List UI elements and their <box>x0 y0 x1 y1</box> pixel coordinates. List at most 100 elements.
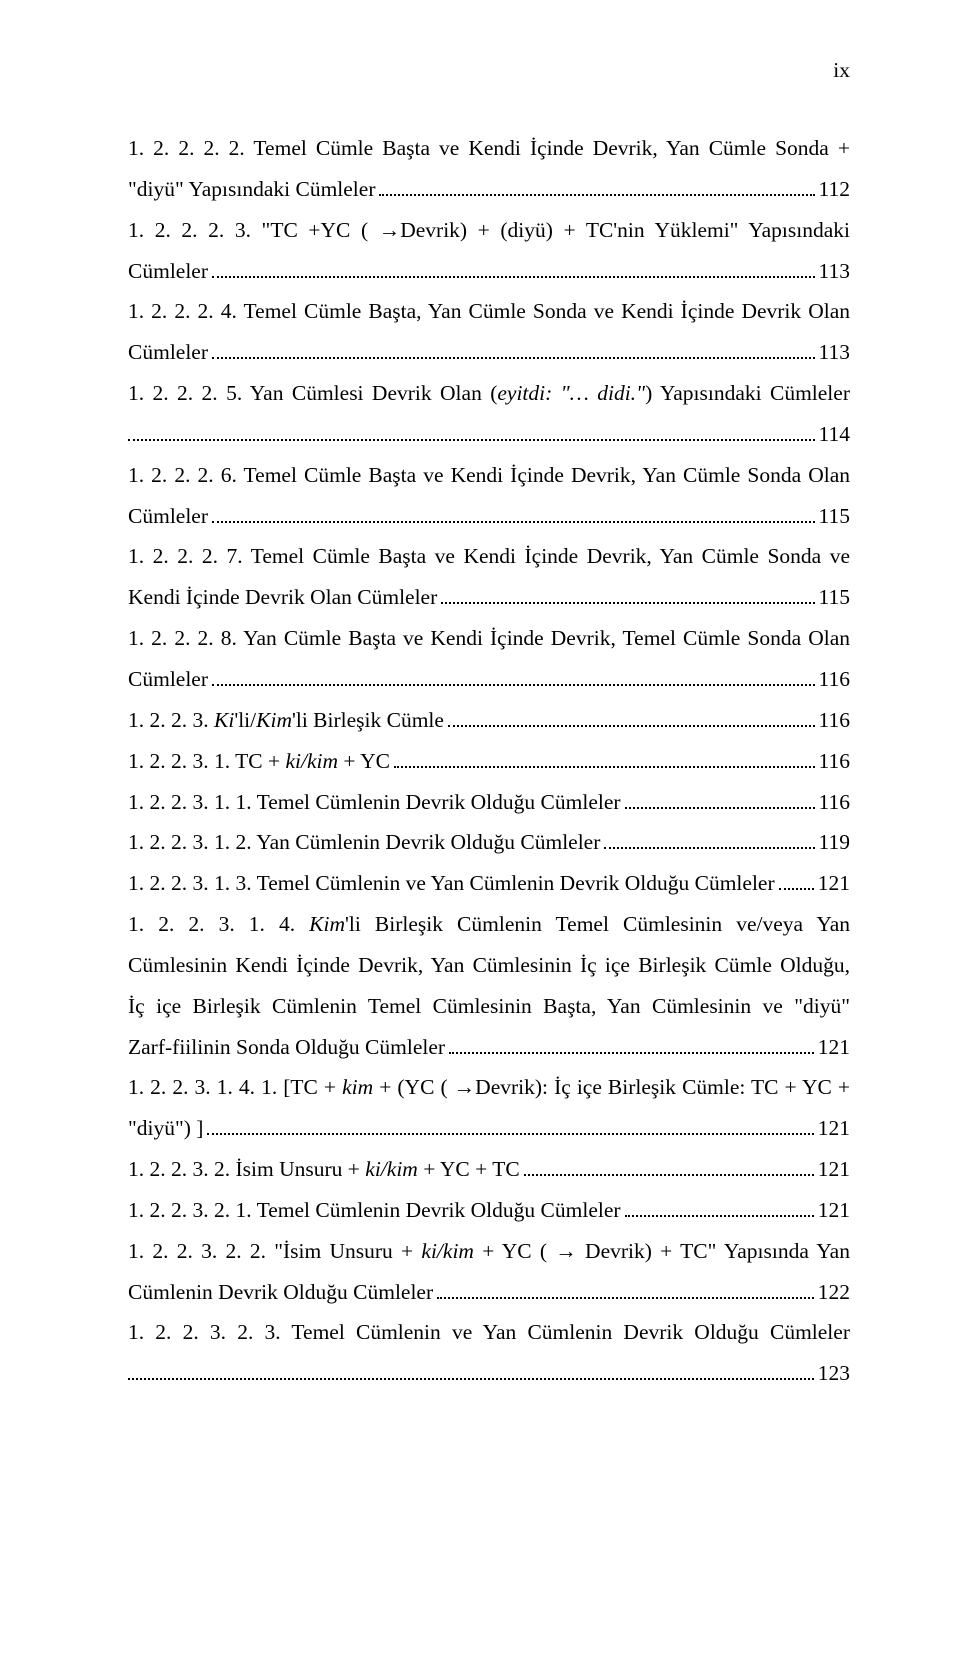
toc-entry: 1. 2. 2. 3. 2. 3. Temel Cümlenin ve Yan … <box>128 1312 850 1394</box>
leader-dots <box>625 787 815 808</box>
toc-content: 1. 2. 2. 2. 2. Temel Cümle Başta ve Kend… <box>128 128 850 1394</box>
toc-entry: 1. 2. 2. 3. 1. 1. Temel Cümlenin Devrik … <box>128 782 850 823</box>
leader-dots <box>128 1359 814 1380</box>
toc-page-number: 116 <box>819 741 850 782</box>
toc-entry-line: 1. 2. 2. 3. 1. 4. 1. [TC + kim + (YC ( →… <box>128 1067 850 1108</box>
toc-entry-line: 1. 2. 2. 2. 2. Temel Cümle Başta ve Kend… <box>128 128 850 169</box>
toc-entry-last-line: 1. 2. 2. 3. 1. TC + ki/kim + YC 116 <box>128 741 850 782</box>
toc-entry-line: 1. 2. 2. 2. 5. Yan Cümlesi Devrik Olan (… <box>128 373 850 414</box>
leader-dots <box>379 175 814 196</box>
toc-entry-last-line: 1. 2. 2. 3. 1. 1. Temel Cümlenin Devrik … <box>128 782 850 823</box>
toc-page-number: 116 <box>819 659 850 700</box>
toc-entry: 1. 2. 2. 2. 7. Temel Cümle Başta ve Kend… <box>128 536 850 618</box>
toc-entry: 1. 2. 2. 2. 8. Yan Cümle Başta ve Kendi … <box>128 618 850 700</box>
toc-entry-line: 1. 2. 2. 3. 1. 4. Kim'li Birleşik Cümlen… <box>128 904 850 945</box>
toc-entry-text: 1. 2. 2. 3. 1. 1. Temel Cümlenin Devrik … <box>128 782 621 823</box>
toc-entry-last-line: Cümleler 116 <box>128 659 850 700</box>
toc-page-number: 115 <box>819 577 850 618</box>
toc-entry: 1. 2. 2. 3. Ki'li/Kim'li Birleşik Cümle 1… <box>128 700 850 741</box>
toc-entry-text: Kendi İçinde Devrik Olan Cümleler <box>128 577 437 618</box>
toc-entry-text: Cümleler <box>128 496 208 537</box>
leader-dots <box>212 665 815 686</box>
toc-entry-last-line: Cümlenin Devrik Olduğu Cümleler 122 <box>128 1272 850 1313</box>
leader-dots <box>448 705 815 726</box>
toc-entry-text: 1. 2. 2. 3. 1. 2. Yan Cümlenin Devrik Ol… <box>128 822 600 863</box>
leader-dots <box>449 1032 814 1053</box>
leader-dots <box>441 583 814 604</box>
toc-page-number: 113 <box>819 251 850 292</box>
toc-entry-text: 1. 2. 2. 3. Ki'li/Kim'li Birleşik Cümle <box>128 700 444 741</box>
toc-entry: 1. 2. 2. 3. 1. 2. Yan Cümlenin Devrik Ol… <box>128 822 850 863</box>
toc-entry-last-line: Kendi İçinde Devrik Olan Cümleler 115 <box>128 577 850 618</box>
toc-page-number: 121 <box>818 1149 850 1190</box>
toc-page-number: 119 <box>819 822 850 863</box>
toc-page-number: 121 <box>818 1027 850 1068</box>
toc-page-number: 121 <box>818 863 850 904</box>
toc-entry-text: "diyü" Yapısındaki Cümleler <box>128 169 375 210</box>
toc-entry-text: Zarf-fiilinin Sonda Olduğu Cümleler <box>128 1027 445 1068</box>
toc-entry: 1. 2. 2. 3. 2. 2. "İsim Unsuru + ki/kim … <box>128 1231 850 1313</box>
toc-entry: 1. 2. 2. 2. 4. Temel Cümle Başta, Yan Cü… <box>128 291 850 373</box>
toc-entry-last-line: 1. 2. 2. 3. Ki'li/Kim'li Birleşik Cümle 1… <box>128 700 850 741</box>
toc-entry-text: 1. 2. 2. 3. 2. İsim Unsuru + ki/kim + YC… <box>128 1149 520 1190</box>
toc-page-number: 123 <box>818 1353 850 1394</box>
toc-entry-line: 1. 2. 2. 2. 7. Temel Cümle Başta ve Kend… <box>128 536 850 577</box>
toc-entry-line: 1. 2. 2. 2. 4. Temel Cümle Başta, Yan Cü… <box>128 291 850 332</box>
toc-entry: 1. 2. 2. 3. 1. 4. Kim'li Birleşik Cümlen… <box>128 904 850 1067</box>
leader-dots <box>212 501 815 522</box>
leader-dots <box>212 256 815 277</box>
toc-entry-text: Cümlenin Devrik Olduğu Cümleler <box>128 1272 433 1313</box>
toc-entry-text: "diyü") ] <box>128 1108 203 1149</box>
toc-entry-last-line: Zarf-fiilinin Sonda Olduğu Cümleler 121 <box>128 1027 850 1068</box>
toc-entry: 1. 2. 2. 3. 2. İsim Unsuru + ki/kim + YC… <box>128 1149 850 1190</box>
toc-entry-line: 1. 2. 2. 2. 8. Yan Cümle Başta ve Kendi … <box>128 618 850 659</box>
toc-entry-line: 1. 2. 2. 2. 3. "TC +YC ( →Devrik) + (diy… <box>128 210 850 251</box>
toc-page-number: 114 <box>819 414 850 455</box>
leader-dots <box>128 420 815 441</box>
toc-entry-text: 1. 2. 2. 3. 2. 1. Temel Cümlenin Devrik … <box>128 1190 621 1231</box>
toc-page-number: 121 <box>818 1190 850 1231</box>
toc-entry: 1. 2. 2. 2. 2. Temel Cümle Başta ve Kend… <box>128 128 850 210</box>
toc-page-number: 112 <box>819 169 850 210</box>
toc-entry-last-line: 1. 2. 2. 3. 2. İsim Unsuru + ki/kim + YC… <box>128 1149 850 1190</box>
toc-entry: 1. 2. 2. 3. 1. 3. Temel Cümlenin ve Yan … <box>128 863 850 904</box>
toc-page-number: 122 <box>818 1272 850 1313</box>
toc-entry-line: Cümlesinin Kendi İçinde Devrik, Yan Cüml… <box>128 945 850 986</box>
leader-dots <box>437 1277 814 1298</box>
leader-dots <box>524 1155 814 1176</box>
leader-dots <box>394 746 815 767</box>
toc-entry: 1. 2. 2. 2. 6. Temel Cümle Başta ve Kend… <box>128 455 850 537</box>
toc-entry: 1. 2. 2. 2. 5. Yan Cümlesi Devrik Olan (… <box>128 373 850 455</box>
toc-entry-dots-line: 123 <box>128 1353 850 1394</box>
toc-entry-last-line: Cümleler 113 <box>128 332 850 373</box>
document-page: ix 1. 2. 2. 2. 2. Temel Cümle Başta ve K… <box>0 0 960 1679</box>
toc-entry-text: 1. 2. 2. 3. 1. 3. Temel Cümlenin ve Yan … <box>128 863 775 904</box>
toc-entry-line: 1. 2. 2. 2. 6. Temel Cümle Başta ve Kend… <box>128 455 850 496</box>
toc-entry-last-line: "diyü" Yapısındaki Cümleler 112 <box>128 169 850 210</box>
toc-entry: 1. 2. 2. 2. 3. "TC +YC ( →Devrik) + (diy… <box>128 210 850 292</box>
toc-page-number: 116 <box>819 700 850 741</box>
toc-entry-line: 1. 2. 2. 3. 2. 2. "İsim Unsuru + ki/kim … <box>128 1231 850 1272</box>
toc-entry-last-line: 1. 2. 2. 3. 1. 2. Yan Cümlenin Devrik Ol… <box>128 822 850 863</box>
leader-dots <box>779 869 814 890</box>
leader-dots <box>625 1196 814 1217</box>
toc-entry-line: 1. 2. 2. 3. 2. 3. Temel Cümlenin ve Yan … <box>128 1312 850 1353</box>
toc-page-number: 115 <box>819 496 850 537</box>
toc-entry-line: İç içe Birleşik Cümlenin Temel Cümlesini… <box>128 986 850 1027</box>
toc-entry-text: Cümleler <box>128 659 208 700</box>
toc-entry-dots-line: 114 <box>128 414 850 455</box>
toc-entry-text: Cümleler <box>128 332 208 373</box>
toc-entry-last-line: 1. 2. 2. 3. 1. 3. Temel Cümlenin ve Yan … <box>128 863 850 904</box>
toc-entry-text: Cümleler <box>128 251 208 292</box>
toc-entry: 1. 2. 2. 3. 2. 1. Temel Cümlenin Devrik … <box>128 1190 850 1231</box>
toc-entry-text: 1. 2. 2. 3. 1. TC + ki/kim + YC <box>128 741 390 782</box>
toc-page-number: 113 <box>819 332 850 373</box>
toc-entry: 1. 2. 2. 3. 1. 4. 1. [TC + kim + (YC ( →… <box>128 1067 850 1149</box>
toc-page-number: 121 <box>818 1108 850 1149</box>
toc-entry-last-line: Cümleler 113 <box>128 251 850 292</box>
toc-page-number: 116 <box>819 782 850 823</box>
page-number: ix <box>833 58 850 83</box>
toc-entry-last-line: 1. 2. 2. 3. 2. 1. Temel Cümlenin Devrik … <box>128 1190 850 1231</box>
leader-dots <box>207 1114 813 1135</box>
leader-dots <box>212 338 815 359</box>
